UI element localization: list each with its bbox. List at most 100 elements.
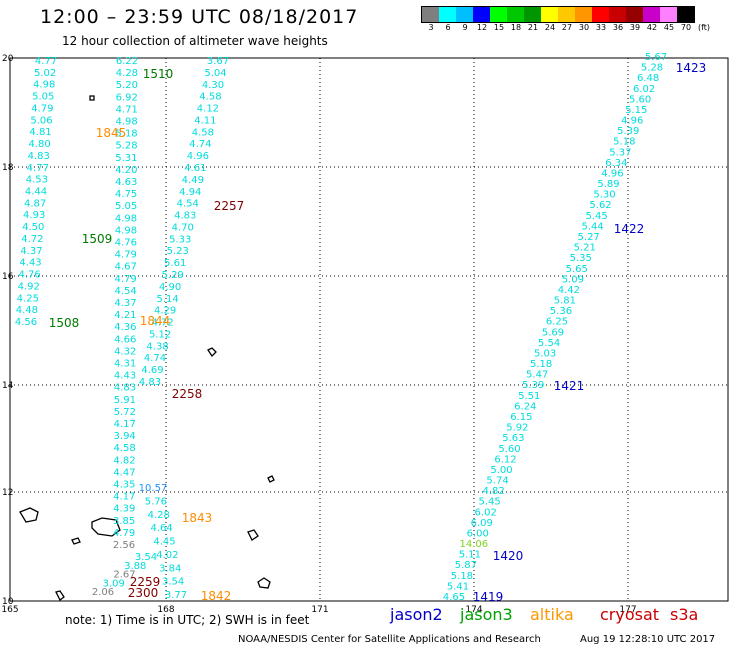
- wave-height-value: 4.79: [113, 528, 135, 539]
- wave-height-value: 4.37: [20, 246, 42, 257]
- wave-height-value: 4.38: [146, 341, 168, 352]
- track-1421: 1421: [554, 379, 585, 393]
- track-1423: 5.675.286.486.025.605.154.965.395.185.37…: [443, 52, 706, 603]
- wave-height-value: 3.67: [207, 56, 229, 67]
- color-scale-tick: 70: [680, 23, 692, 32]
- track-1844: 1844: [140, 314, 171, 328]
- wave-height-value: 2.56: [113, 540, 135, 551]
- map-subtitle: 12 hour collection of altimeter wave hei…: [62, 34, 328, 48]
- wave-height-value: 6.24: [514, 401, 536, 412]
- pass-time-label: 1510: [143, 67, 174, 81]
- wave-height-value: 4.32: [114, 346, 136, 357]
- wave-height-value: 6.48: [637, 73, 659, 84]
- wave-height-value: 3.88: [124, 561, 146, 572]
- wave-height-value: 4.71: [116, 104, 138, 115]
- wave-height-value: 5.33: [169, 234, 191, 245]
- wave-height-value: 5.05: [32, 92, 54, 103]
- wave-height-value: 5.91: [114, 395, 136, 406]
- wave-height-value: 4.92: [18, 281, 40, 292]
- longitude-tick-label: 168: [157, 605, 174, 615]
- wave-height-value: 5.45: [479, 497, 501, 508]
- wave-height-value: 6.22: [116, 56, 138, 67]
- color-scale-tick: 9: [462, 23, 468, 32]
- wave-height-value: 4.45: [153, 537, 175, 548]
- islands: [19, 95, 275, 601]
- pass-time-label: 1422: [614, 222, 645, 236]
- wave-height-value: 5.06: [30, 115, 52, 126]
- island-outline: [71, 537, 81, 545]
- pass-time-label: 1843: [182, 511, 213, 525]
- pass-time-label: 1845: [96, 126, 127, 140]
- wave-height-value: 5.39: [522, 380, 544, 391]
- wave-height-value: 5.28: [641, 63, 663, 74]
- wave-height-value: 4.67: [115, 262, 137, 273]
- wave-height-value: 5.09: [562, 274, 584, 285]
- color-swatch: [422, 7, 439, 22]
- wave-height-value: 4.93: [23, 210, 45, 221]
- wave-height-value: 4.17: [114, 419, 136, 430]
- wave-height-value: 4.28: [148, 510, 170, 521]
- wave-height-value: 5.04: [204, 68, 226, 79]
- wave-height-value: 3.85: [113, 516, 135, 527]
- wave-height-value: 5.18: [613, 137, 635, 148]
- wave-height-value: 3.09: [103, 578, 125, 589]
- wave-height-value: 4.76: [115, 238, 137, 249]
- wave-height-value: 5.18: [530, 359, 552, 370]
- wave-height-value: 5.35: [570, 253, 592, 264]
- wave-height-value: 5.14: [156, 294, 178, 305]
- map-grid: [10, 58, 728, 601]
- wave-height-value: 4.21: [114, 310, 136, 321]
- wave-height-value: 5.72: [114, 407, 136, 418]
- wave-height-value: 5.11: [459, 550, 481, 561]
- wave-height-value: 4.72: [21, 234, 43, 245]
- wave-height-value: 4.25: [17, 293, 39, 304]
- island-outline: [91, 517, 121, 537]
- color-swatch: [626, 7, 643, 22]
- wave-height-value: 4.02: [156, 550, 178, 561]
- map-border: [9, 57, 729, 602]
- wave-height-value: 5.05: [115, 201, 137, 212]
- axis-labels: 165 168 171 174 177 20 18 16 14 12 10: [1, 54, 636, 615]
- wave-height-value: 4.63: [115, 177, 137, 188]
- track-1509: 4.775.024.985.054.795.064.814.804.834.77…: [15, 56, 112, 328]
- color-swatch: [524, 7, 541, 22]
- wave-height-value: 4.17: [113, 492, 135, 503]
- wave-height-value: 5.87: [455, 560, 477, 571]
- wave-height-value: 4.90: [159, 282, 181, 293]
- wave-height-value: 14.06: [459, 539, 488, 550]
- wave-height-value: 5.62: [589, 200, 611, 211]
- wave-height-value: 5.74: [486, 476, 508, 487]
- wave-height-value: 5.54: [538, 338, 560, 349]
- wave-height-value: 4.30: [202, 80, 224, 91]
- wave-height-value: 5.00: [490, 465, 512, 476]
- wave-height-value: 5.36: [550, 306, 572, 317]
- wave-height-value: 4.81: [29, 127, 51, 138]
- wave-height-value: 5.63: [502, 433, 524, 444]
- wave-height-value: 5.31: [115, 153, 137, 164]
- wave-height-value: 6.02: [475, 507, 497, 518]
- wave-height-value: 3.84: [159, 563, 181, 574]
- wave-height-value: 6.15: [510, 412, 532, 423]
- color-swatch: [677, 7, 694, 22]
- wave-height-value: 4.94: [179, 187, 201, 198]
- wave-height-value: 4.96: [187, 151, 209, 162]
- wave-height-value: 4.61: [184, 163, 206, 174]
- color-scale-tick: 3: [428, 23, 434, 32]
- color-scale-tick: 18: [510, 23, 522, 32]
- latitude-tick-label: 18: [2, 163, 14, 173]
- wave-height-value: 5.39: [617, 126, 639, 137]
- island-outline: [267, 475, 275, 483]
- wave-height-value: 4.31: [114, 359, 136, 370]
- wave-height-value: 4.82: [113, 455, 135, 466]
- wave-height-value: 4.98: [33, 80, 55, 91]
- wave-height-value: 4.50: [22, 222, 44, 233]
- wave-height-value: 4.83: [28, 151, 50, 162]
- latitude-tick-label: 12: [2, 488, 13, 498]
- wave-height-value: 4.53: [26, 175, 48, 186]
- wave-height-value: 4.96: [601, 168, 623, 179]
- wave-height-value: 4.98: [115, 225, 137, 236]
- track-1843: 10.57 5.76 4.28 4.64 4.45 4.02 3.84 3.54 3.77 184…: [139, 483, 213, 601]
- color-swatch: [558, 7, 575, 22]
- color-swatch: [456, 7, 473, 22]
